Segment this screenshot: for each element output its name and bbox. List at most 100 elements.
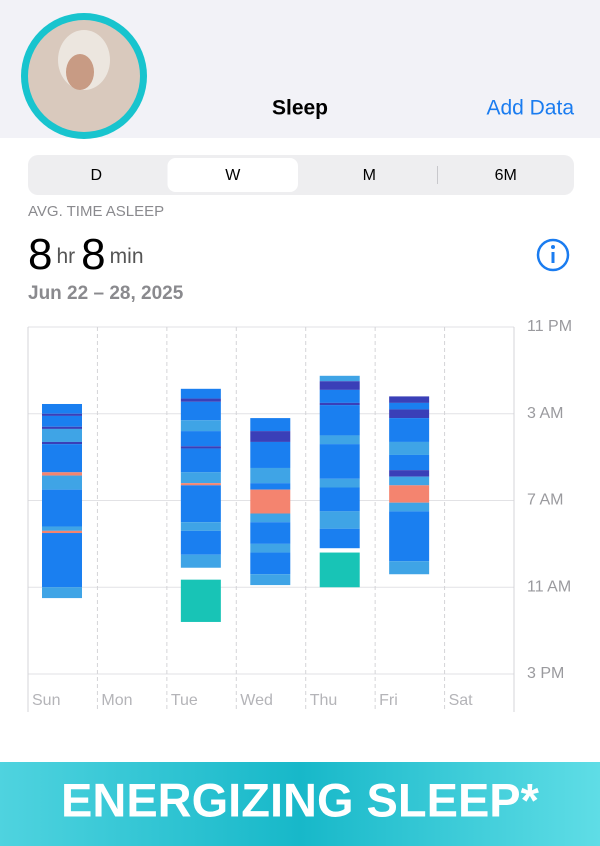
sleep-segment [389,402,430,410]
x-tick-label: Fri [379,692,398,709]
sleep-segment [319,511,360,529]
sleep-segment [250,552,291,575]
tab-selected [167,158,298,192]
tab[interactable]: D [90,167,102,184]
sleep-segment [42,444,82,473]
sleep-segment [180,388,221,399]
sleep-segment [389,485,430,503]
sleep-segment [250,522,291,544]
sleep-segment [42,587,82,599]
sleep-segment [319,528,360,549]
y-tick-label: 11 PM [527,318,572,335]
page-title: Sleep [272,97,328,120]
sleep-segment [180,448,221,473]
sleep-segment [180,485,221,523]
y-tick-label: 3 AM [527,405,563,422]
x-tick-label: Sun [32,692,60,709]
tab[interactable]: M [363,167,376,184]
info-button[interactable] [536,238,570,272]
add-data-button[interactable]: Add Data [486,97,574,120]
sleep-segment [180,420,221,432]
sleep-segment [319,435,360,445]
sleep-segment [319,552,360,588]
sleep-segment [180,446,221,449]
sleep-segment [250,543,291,553]
sleep-segment [250,441,291,468]
avatar-face [66,54,94,90]
sleep-segment [319,389,360,403]
sleep-segment [180,398,221,402]
minutes-unit: min [110,245,144,268]
sleep-segment [250,483,291,490]
sleep-segment [389,502,430,512]
sleep-segment [180,401,221,421]
info-dot [551,245,555,249]
sleep-segment [250,431,291,442]
segmented-control [28,155,574,195]
sleep-segment [180,522,221,531]
sleep-segment [250,574,291,586]
tab[interactable]: 6M [495,167,517,184]
sleep-segment [42,475,82,490]
x-tick-label: Tue [171,692,198,709]
sleep-segment [389,441,430,455]
sleep-segment [250,489,291,514]
sleep-segment [389,511,430,562]
sleep-segment [42,472,82,476]
sleep-segment [319,375,360,382]
sleep-segment [319,405,360,436]
sleep-segment [180,472,221,484]
sleep-segment [389,409,430,419]
date-range: Jun 22 – 28, 2025 [28,283,184,304]
hours: 8 [28,230,52,279]
sleep-segment [42,413,82,416]
x-tick-label: Sat [449,692,474,709]
sleep-segment [319,487,360,512]
info-stem [551,252,555,263]
sleep-segment [180,483,221,486]
sleep-segment [389,476,430,486]
sleep-segment [389,454,430,471]
sleep-segment [180,431,221,447]
sleep-segment [42,428,82,442]
sleep-segment [319,402,360,406]
sleep-segment [42,533,82,588]
hours-unit: hr [56,245,75,268]
x-tick-label: Mon [101,692,132,709]
banner [0,762,600,846]
sleep-segment [250,467,291,484]
banner-text: ENERGIZING SLEEP* [61,773,540,826]
y-tick-label: 7 AM [527,492,563,509]
summary-label: AVG. TIME ASLEEP [28,203,164,220]
sleep-segment [180,554,221,568]
sleep-segment [42,441,82,445]
sleep-segment [389,396,430,403]
chart: 11 PM 3 AM 7 AM 11 AM 3 PM Sun Mon Tue Wed Thu Fri… [27,318,572,712]
sleep-segment [180,579,221,622]
y-tick-label: 11 AM [527,578,571,595]
sleep-segment [42,403,82,414]
sleep-segment [42,426,82,429]
minutes: 8 [81,230,105,279]
x-tick-label: Thu [310,692,338,709]
y-tick-label: 3 PM [527,665,564,682]
tab[interactable]: W [225,167,241,184]
sleep-segment [42,530,82,534]
sleep-segment [180,530,221,555]
sleep-segment [389,418,430,442]
x-tick-label: Wed [240,692,273,709]
sleep-segment [319,381,360,390]
sleep-segment [42,415,82,427]
sleep-segment [42,526,82,531]
sleep-segment [250,418,291,432]
info-circle [536,238,570,272]
summary-value: 8 hr 8 min [28,230,144,279]
sleep-segment [250,513,291,523]
sleep-segment [319,444,360,479]
sleep-segment [42,489,82,527]
sleep-segment [389,470,430,477]
sleep-segment [319,478,360,488]
sleep-segment [389,561,430,575]
